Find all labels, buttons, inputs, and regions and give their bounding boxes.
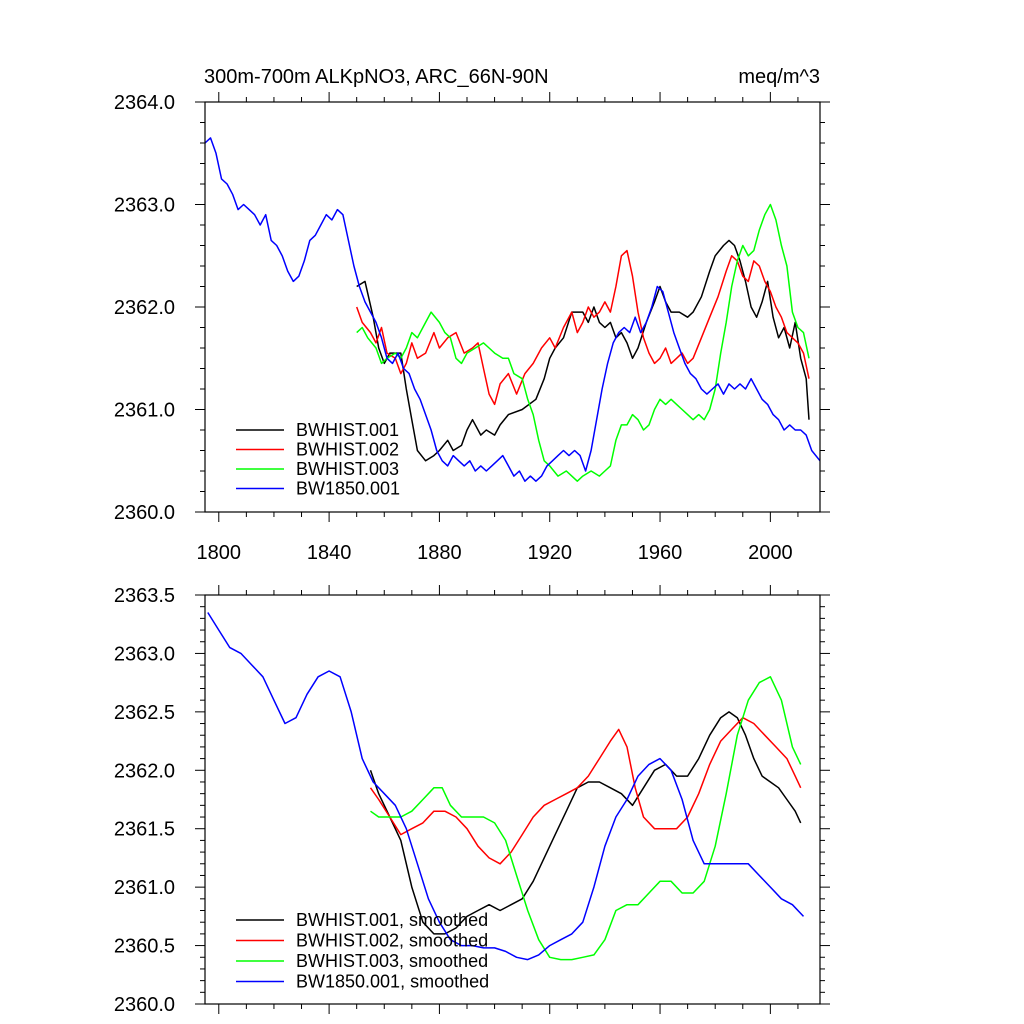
top-chart-units: meq/m^3 — [738, 66, 820, 88]
legend-label: BWHIST.003 — [296, 459, 399, 479]
x-tick-label: 1800 — [197, 542, 242, 564]
y-tick-label: 2362.0 — [114, 297, 175, 319]
series-line-2 — [369, 716, 802, 865]
y-tick-label: 2363.5 — [114, 585, 175, 607]
series-line-3 — [356, 203, 810, 482]
x-tick-label: 1960 — [638, 542, 683, 564]
legend-label: BWHIST.002 — [296, 440, 399, 460]
y-tick-label: 2360.0 — [114, 994, 175, 1016]
y-tick-label: 2362.5 — [114, 702, 175, 724]
y-tick-label: 2360.5 — [114, 936, 175, 958]
y-tick-label: 2363.0 — [114, 195, 175, 217]
x-tick-label: 1880 — [417, 542, 462, 564]
top-panel: 300m-700m ALKpNO3, ARC_66N-90N meq/m^3 1… — [114, 66, 830, 564]
y-tick-label: 2363.0 — [114, 643, 175, 665]
legend-label: BWHIST.001 — [296, 420, 399, 440]
legend-label: BWHIST.002, smoothed — [296, 931, 488, 951]
y-tick-label: 2364.0 — [114, 92, 175, 114]
legend-label: BWHIST.003, smoothed — [296, 951, 488, 971]
series-line-1 — [356, 239, 810, 462]
series-line-2 — [355, 249, 810, 406]
y-tick-label: 2361.0 — [114, 400, 175, 422]
bottom-plot-frame — [204, 594, 821, 1005]
series-line-3 — [370, 676, 802, 961]
y-tick-label: 2360.0 — [114, 502, 175, 524]
y-tick-label: 2361.5 — [114, 819, 175, 841]
series-line-1 — [369, 711, 802, 935]
legend-label: BW1850.001, smoothed — [296, 972, 489, 992]
x-tick-label: 2000 — [748, 542, 793, 564]
series-line-4 — [207, 612, 805, 961]
bottom-panel: 2360.0 2360.5 2361.0 2361.5 2362.0 2362.5 2363… — [114, 585, 830, 1016]
legend-label: BW1850.001 — [296, 479, 400, 499]
x-tick-label: 1840 — [307, 542, 352, 564]
y-tick-label: 2362.0 — [114, 760, 175, 782]
x-tick-label: 1920 — [527, 542, 572, 564]
legend-label: BWHIST.001, smoothed — [296, 910, 488, 930]
top-chart-title: 300m-700m ALKpNO3, ARC_66N-90N — [204, 66, 549, 88]
y-tick-label: 2361.0 — [114, 877, 175, 899]
series-line-4 — [205, 137, 820, 482]
